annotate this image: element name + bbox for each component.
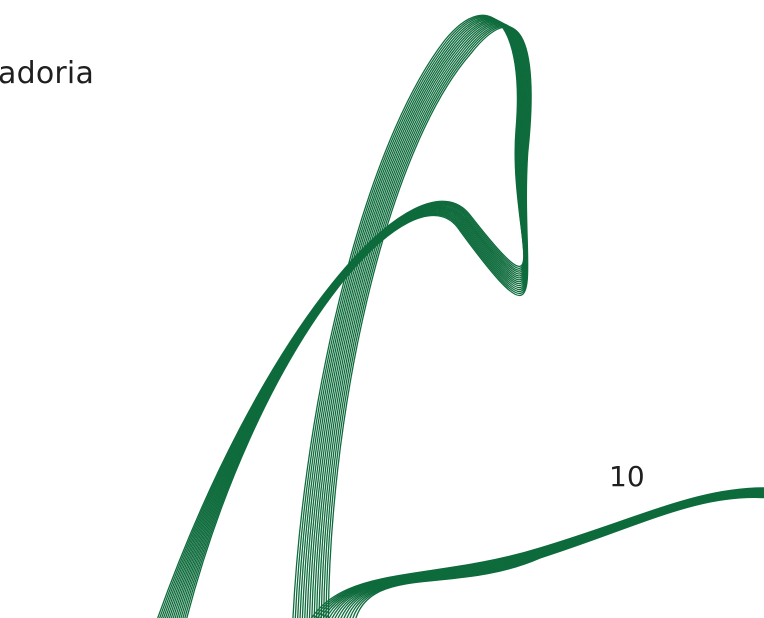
wave-line bbox=[186, 26, 532, 618]
wave-sweep-line bbox=[340, 493, 764, 618]
page-heading: adoria bbox=[0, 56, 95, 91]
wave-sweep-line bbox=[352, 496, 764, 618]
page-number: 10 bbox=[609, 460, 645, 493]
wave-sweep-line bbox=[343, 494, 764, 618]
wave-line bbox=[176, 22, 527, 618]
wave-line bbox=[170, 20, 526, 618]
wave-sweep-line bbox=[355, 496, 764, 618]
wave-line bbox=[178, 23, 528, 618]
wave-sweep-line bbox=[349, 495, 764, 618]
wave-sweep-line bbox=[346, 494, 764, 618]
